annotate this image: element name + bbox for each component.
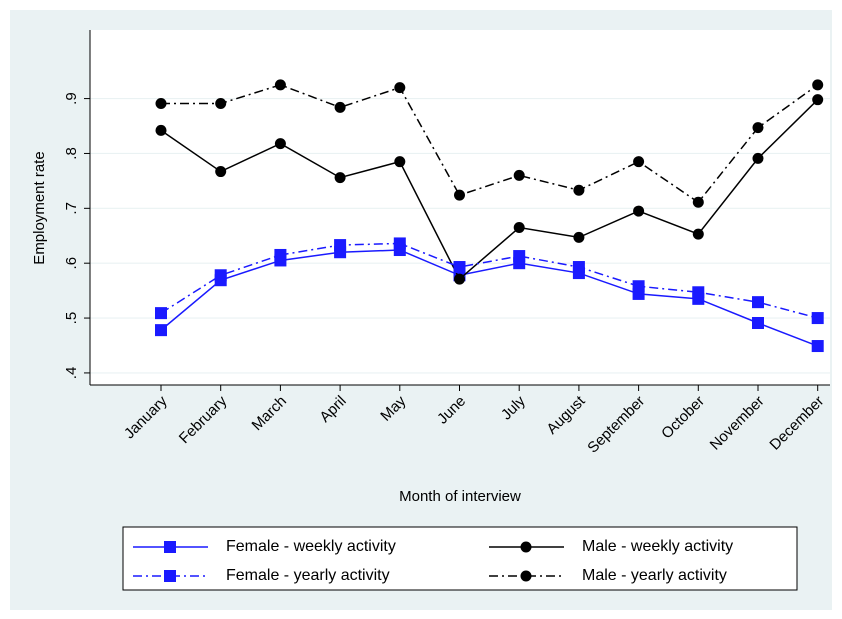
data-point (752, 316, 764, 329)
data-point (692, 228, 704, 240)
legend-marker (520, 570, 532, 582)
data-point (454, 189, 465, 201)
data-point (334, 101, 346, 113)
y-tick-label: .7 (63, 202, 80, 215)
data-point (692, 196, 704, 208)
data-point (334, 172, 346, 184)
data-point (155, 124, 167, 136)
y-axis-title: Employment rate (31, 151, 48, 264)
legend-marker (164, 570, 176, 582)
data-point (633, 205, 645, 217)
data-point (274, 79, 286, 91)
y-tick-label: .4 (63, 367, 80, 380)
data-point (393, 237, 406, 250)
y-tick-label: .8 (63, 147, 80, 160)
data-point (453, 261, 466, 274)
y-tick-label: .5 (63, 312, 80, 325)
x-axis-title: Month of interview (399, 488, 521, 505)
data-point (214, 269, 227, 282)
data-point (513, 169, 525, 181)
series-line (161, 84, 819, 204)
data-point (155, 324, 167, 337)
data-point (573, 184, 585, 196)
data-point (215, 166, 227, 178)
data-point (812, 79, 824, 91)
legend-label: Female - weekly activity (226, 538, 396, 555)
series-line (160, 242, 818, 319)
legend-box (122, 526, 798, 591)
data-point (811, 340, 824, 353)
data-point (513, 250, 526, 263)
legend-label: Female - yearly activity (226, 567, 390, 584)
data-point (513, 222, 525, 234)
data-point (752, 122, 764, 134)
data-point (274, 248, 287, 261)
data-point (692, 286, 705, 299)
legend-label: Male - yearly activity (582, 567, 727, 584)
data-point (752, 152, 764, 164)
data-point (334, 239, 347, 252)
data-point (632, 280, 645, 293)
data-point (812, 94, 824, 106)
data-point (573, 231, 585, 243)
data-point (274, 138, 286, 150)
data-point (215, 98, 227, 110)
data-point (633, 156, 645, 168)
data-point (155, 98, 167, 110)
series-line (160, 99, 819, 281)
data-point (155, 307, 167, 320)
data-point (394, 82, 406, 94)
legend-marker (520, 541, 532, 553)
legend-label: Male - weekly activity (582, 538, 733, 555)
y-tick-label: .9 (63, 92, 80, 105)
data-point (572, 261, 585, 274)
data-point (752, 296, 764, 309)
y-tick-label: .6 (63, 257, 80, 270)
series-line (160, 249, 818, 347)
plot-area (90, 30, 830, 385)
data-point (811, 312, 824, 325)
data-point (454, 273, 465, 285)
legend-marker (164, 541, 176, 553)
data-point (394, 156, 406, 168)
